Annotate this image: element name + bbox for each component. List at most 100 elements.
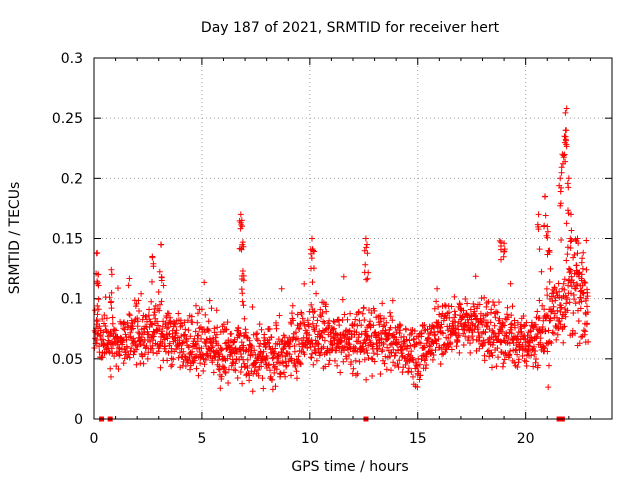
data-point bbox=[323, 308, 330, 315]
data-point bbox=[570, 310, 577, 316]
data-point bbox=[94, 302, 101, 309]
data-point bbox=[568, 211, 574, 218]
data-point bbox=[165, 310, 172, 317]
data-point bbox=[221, 364, 228, 371]
data-point bbox=[121, 355, 128, 362]
data-point bbox=[533, 333, 540, 340]
data-point bbox=[140, 360, 147, 367]
data-point bbox=[558, 304, 565, 311]
data-point bbox=[127, 348, 134, 354]
data-point bbox=[570, 254, 577, 261]
data-point bbox=[567, 245, 574, 251]
data-point bbox=[310, 361, 317, 368]
data-point bbox=[96, 323, 103, 330]
data-point bbox=[507, 348, 514, 354]
data-point bbox=[112, 327, 119, 334]
data-point bbox=[473, 316, 480, 323]
data-point bbox=[557, 175, 564, 182]
data-point bbox=[504, 311, 510, 318]
data-point bbox=[558, 184, 565, 191]
data-point bbox=[567, 235, 574, 242]
data-point bbox=[357, 340, 364, 347]
data-point bbox=[289, 302, 296, 309]
data-point bbox=[315, 341, 322, 348]
data-point bbox=[576, 340, 583, 347]
data-point bbox=[462, 333, 469, 340]
data-point bbox=[218, 373, 225, 380]
data-point bbox=[582, 280, 589, 286]
data-point bbox=[150, 263, 157, 270]
data-point bbox=[177, 317, 184, 324]
data-point bbox=[94, 311, 101, 318]
data-point bbox=[433, 340, 440, 347]
data-point bbox=[202, 340, 209, 347]
data-point bbox=[544, 312, 551, 319]
data-point bbox=[430, 323, 437, 330]
data-point bbox=[301, 280, 308, 287]
data-point bbox=[579, 265, 586, 272]
data-point bbox=[201, 279, 208, 286]
data-point bbox=[253, 331, 259, 338]
data-point bbox=[562, 158, 569, 165]
data-point bbox=[505, 314, 512, 321]
data-point bbox=[582, 328, 589, 335]
data-point bbox=[292, 363, 299, 370]
data-point bbox=[291, 348, 298, 355]
data-point bbox=[354, 322, 361, 329]
data-point bbox=[194, 338, 201, 345]
data-point bbox=[182, 326, 189, 333]
data-point bbox=[435, 303, 442, 310]
data-point bbox=[500, 360, 507, 367]
data-point bbox=[252, 351, 259, 358]
data-point bbox=[272, 383, 279, 390]
data-point bbox=[188, 313, 195, 320]
data-point bbox=[561, 286, 568, 293]
data-point bbox=[128, 317, 135, 324]
data-point bbox=[416, 376, 423, 383]
data-point bbox=[465, 319, 472, 326]
data-point bbox=[215, 342, 222, 349]
data-point bbox=[379, 300, 386, 307]
data-point bbox=[173, 327, 180, 334]
data-point bbox=[331, 337, 338, 344]
data-point bbox=[260, 348, 267, 355]
data-point bbox=[149, 278, 155, 285]
data-point bbox=[176, 349, 183, 356]
data-point bbox=[311, 248, 318, 255]
data-point bbox=[162, 343, 169, 350]
data-point bbox=[584, 309, 591, 316]
data-point bbox=[481, 357, 488, 364]
data-point bbox=[427, 343, 434, 350]
data-point bbox=[551, 285, 558, 292]
data-point bbox=[565, 207, 571, 214]
data-point bbox=[565, 282, 572, 289]
data-point bbox=[157, 301, 163, 308]
data-point bbox=[421, 344, 428, 351]
data-point bbox=[492, 314, 499, 321]
data-point bbox=[495, 354, 501, 361]
data-point bbox=[239, 298, 246, 305]
data-point bbox=[339, 296, 346, 303]
data-point bbox=[213, 331, 220, 338]
data-point bbox=[356, 331, 363, 338]
data-point bbox=[213, 307, 220, 314]
data-point bbox=[223, 326, 230, 333]
data-point bbox=[265, 340, 272, 347]
data-point bbox=[451, 308, 458, 315]
data-point bbox=[554, 307, 561, 314]
data-point bbox=[364, 350, 371, 357]
data-point bbox=[560, 339, 567, 346]
data-point bbox=[106, 294, 113, 301]
data-point bbox=[452, 311, 459, 318]
data-point bbox=[381, 360, 388, 367]
data-point bbox=[196, 325, 203, 332]
data-point bbox=[101, 312, 108, 319]
data-point bbox=[108, 271, 115, 278]
data-point bbox=[105, 348, 112, 355]
data-point bbox=[107, 299, 114, 306]
data-point bbox=[310, 314, 317, 321]
data-point bbox=[151, 309, 158, 316]
data-point bbox=[269, 376, 276, 383]
data-point bbox=[166, 340, 173, 347]
